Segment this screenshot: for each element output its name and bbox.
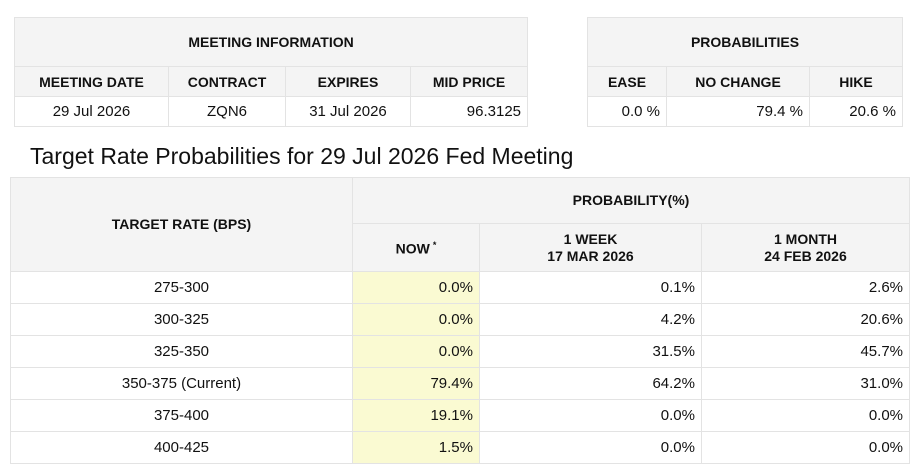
target-rate-cell: 300-325	[10, 303, 353, 336]
one-week-probability-cell: 31.5%	[479, 335, 702, 368]
table-row: 275-300 0.0% 0.1% 2.6%	[10, 271, 911, 304]
table-row: 325-350 0.0% 31.5% 45.7%	[10, 335, 911, 368]
now-probability-cell: 0.0%	[352, 335, 480, 368]
meeting-date-value: 29 Jul 2026	[14, 96, 169, 127]
expires-header: EXPIRES	[285, 66, 411, 97]
ease-header: EASE	[587, 66, 667, 97]
one-week-label: 1 WEEK	[563, 230, 618, 247]
ease-value: 0.0 %	[587, 96, 667, 127]
no-change-value: 79.4 %	[666, 96, 810, 127]
hike-header: HIKE	[809, 66, 903, 97]
meeting-information-table: MEETING INFORMATION MEETING DATE CONTRAC…	[13, 17, 529, 127]
one-month-probability-cell: 31.0%	[700, 367, 911, 400]
now-probability-cell: 0.0%	[352, 271, 480, 304]
now-header: NOW *	[352, 223, 480, 272]
now-probability-cell: 1.5%	[352, 431, 480, 464]
now-header-label: NOW	[395, 240, 430, 257]
target-rate-cell: 375-400	[10, 399, 353, 432]
expires-value: 31 Jul 2026	[285, 96, 411, 127]
one-week-probability-cell: 0.0%	[479, 431, 702, 464]
one-week-probability-cell: 4.2%	[479, 303, 702, 336]
one-month-probability-cell: 2.6%	[700, 271, 911, 304]
target-rate-title: Target Rate Probabilities for 29 Jul 202…	[30, 143, 574, 169]
table-row: 400-425 1.5% 0.0% 0.0%	[10, 431, 911, 464]
one-month-header: 1 MONTH 24 FEB 2026	[700, 223, 911, 272]
target-rate-cell: 275-300	[10, 271, 353, 304]
mid-price-value: 96.3125	[409, 96, 529, 127]
meeting-information-title: MEETING INFORMATION	[13, 17, 529, 67]
table-row: 350-375 (Current) 79.4% 64.2% 31.0%	[10, 367, 911, 400]
contract-value: ZQN6	[168, 96, 286, 127]
target-rate-header: TARGET RATE (BPS)	[10, 177, 353, 272]
probability-header: PROBABILITY(%)	[351, 177, 911, 224]
one-week-probability-cell: 0.1%	[479, 271, 702, 304]
probabilities-title: PROBABILITIES	[587, 17, 903, 67]
target-rate-table: TARGET RATE (BPS) PROBABILITY(%) NOW * 1 …	[10, 177, 911, 464]
now-probability-cell: 79.4%	[352, 367, 480, 400]
meeting-date-header: MEETING DATE	[14, 66, 169, 97]
one-week-date: 17 MAR 2026	[547, 247, 634, 264]
probabilities-table: PROBABILITIES EASE NO CHANGE HIKE 0.0 % …	[587, 17, 903, 127]
no-change-header: NO CHANGE	[666, 66, 810, 97]
mid-price-header: MID PRICE	[409, 66, 529, 97]
table-row: 375-400 19.1% 0.0% 0.0%	[10, 399, 911, 432]
hike-value: 20.6 %	[809, 96, 903, 127]
one-week-header: 1 WEEK 17 MAR 2026	[479, 223, 702, 272]
target-rate-cell: 325-350	[10, 335, 353, 368]
one-month-probability-cell: 45.7%	[700, 335, 911, 368]
target-rate-cell: 400-425	[10, 431, 353, 464]
now-probability-cell: 0.0%	[352, 303, 480, 336]
one-week-probability-cell: 64.2%	[479, 367, 702, 400]
now-probability-cell: 19.1%	[352, 399, 480, 432]
one-week-probability-cell: 0.0%	[479, 399, 702, 432]
contract-header: CONTRACT	[168, 66, 286, 97]
table-row: 300-325 0.0% 4.2% 20.6%	[10, 303, 911, 336]
one-month-date: 24 FEB 2026	[764, 247, 847, 264]
one-month-label: 1 MONTH	[774, 230, 837, 247]
now-marker: *	[432, 240, 437, 251]
one-month-probability-cell: 0.0%	[700, 431, 911, 464]
one-month-probability-cell: 0.0%	[700, 399, 911, 432]
one-month-probability-cell: 20.6%	[700, 303, 911, 336]
target-rate-cell: 350-375 (Current)	[10, 367, 353, 400]
